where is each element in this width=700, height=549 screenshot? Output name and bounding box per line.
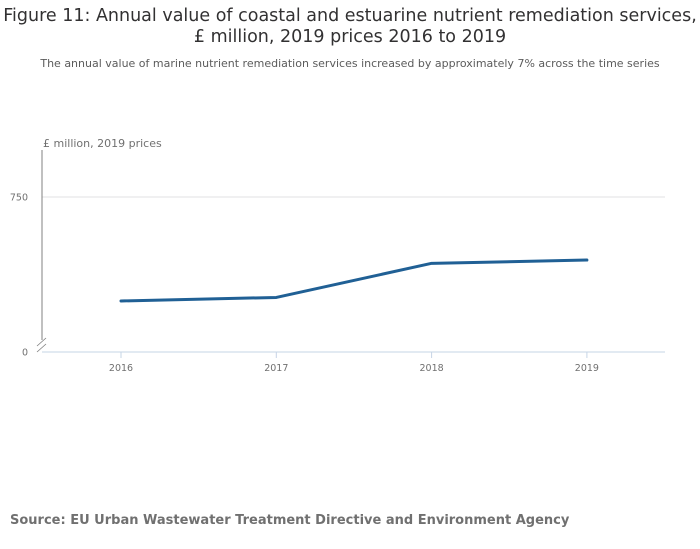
y-tick-label: 0 [22,348,28,359]
x-tick-label: 2016 [109,363,133,374]
x-tick-label: 2019 [575,363,599,374]
axis-break-mark [36,343,47,353]
y-tick-labels: 0 750 [10,193,28,359]
axis-break-mark [36,337,47,347]
axes [36,150,665,358]
x-tick-label: 2018 [420,363,444,374]
chart-title: Figure 11: Annual value of coastal and e… [3,6,697,47]
x-tick-labels: 2016 2017 2018 2019 [109,363,599,374]
x-tick-label: 2017 [264,363,288,374]
series-group [119,258,589,303]
y-tick-label: 750 [10,193,28,204]
y-axis-title: £ million, 2019 prices [43,137,162,150]
chart-subtitle: The annual value of marine nutrient reme… [40,57,660,70]
series-line [119,258,589,303]
source-note: Source: EU Urban Wastewater Treatment Di… [10,513,570,528]
